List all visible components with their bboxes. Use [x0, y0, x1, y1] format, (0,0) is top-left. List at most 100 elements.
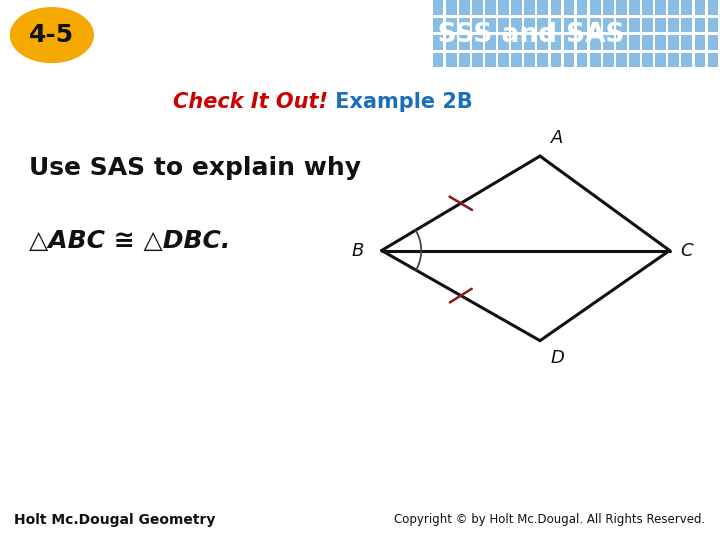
Bar	[511, 36, 522, 50]
Text: Copyright © by Holt Mc.Dougal. All Rights Reserved.: Copyright © by Holt Mc.Dougal. All Right…	[395, 513, 706, 526]
Text: Use SAS to explain why: Use SAS to explain why	[29, 156, 361, 180]
Bar	[629, 1, 640, 15]
Text: △ABC ≅ △DBC.: △ABC ≅ △DBC.	[29, 229, 230, 253]
Bar	[524, 36, 535, 50]
Bar	[590, 53, 600, 68]
Bar	[511, 1, 522, 15]
Bar	[577, 53, 588, 68]
Bar	[498, 18, 509, 32]
Bar	[616, 18, 626, 32]
Bar	[459, 18, 469, 32]
Bar	[498, 1, 509, 15]
Bar	[668, 36, 679, 50]
Bar	[695, 36, 706, 50]
Text: Triangle Congruence: SSS and SAS: Triangle Congruence: SSS and SAS	[112, 22, 624, 48]
Bar	[485, 53, 496, 68]
Bar	[551, 36, 562, 50]
Text: B: B	[351, 241, 364, 260]
Bar	[681, 1, 692, 15]
Bar	[655, 53, 666, 68]
Bar	[446, 36, 456, 50]
Bar	[603, 53, 613, 68]
Bar	[655, 18, 666, 32]
Bar	[708, 53, 719, 68]
Bar	[551, 1, 562, 15]
Bar	[642, 1, 653, 15]
Bar	[485, 18, 496, 32]
Bar	[472, 1, 482, 15]
Bar	[485, 1, 496, 15]
Bar	[577, 18, 588, 32]
Bar	[472, 18, 482, 32]
Bar	[629, 18, 640, 32]
Bar	[564, 36, 575, 50]
Bar	[551, 53, 562, 68]
Text: D: D	[551, 349, 564, 367]
Bar	[551, 18, 562, 32]
Bar	[459, 1, 469, 15]
Bar	[668, 18, 679, 32]
Bar	[590, 36, 600, 50]
Text: Example 2B: Example 2B	[328, 92, 472, 112]
Bar	[433, 36, 444, 50]
Bar	[472, 36, 482, 50]
Bar	[708, 36, 719, 50]
Text: A: A	[551, 130, 563, 147]
Bar	[668, 53, 679, 68]
Bar	[472, 53, 482, 68]
Bar	[642, 53, 653, 68]
Bar	[681, 53, 692, 68]
Bar	[629, 53, 640, 68]
Bar	[708, 18, 719, 32]
Text: Check It Out!: Check It Out!	[173, 92, 328, 112]
Bar	[498, 53, 509, 68]
Text: Holt Mc.Dougal Geometry: Holt Mc.Dougal Geometry	[14, 513, 216, 526]
Bar	[524, 53, 535, 68]
Bar	[537, 53, 548, 68]
Bar	[446, 18, 456, 32]
Bar	[498, 36, 509, 50]
Bar	[668, 1, 679, 15]
Bar	[577, 1, 588, 15]
Bar	[681, 36, 692, 50]
Bar	[564, 1, 575, 15]
Bar	[446, 53, 456, 68]
Bar	[433, 1, 444, 15]
Bar	[708, 1, 719, 15]
Bar	[655, 1, 666, 15]
Bar	[603, 18, 613, 32]
Ellipse shape	[10, 8, 94, 63]
Bar	[446, 1, 456, 15]
Bar	[695, 53, 706, 68]
Bar	[459, 36, 469, 50]
Bar	[459, 53, 469, 68]
Bar	[577, 36, 588, 50]
Bar	[590, 1, 600, 15]
Bar	[616, 36, 626, 50]
Bar	[537, 36, 548, 50]
Bar	[433, 53, 444, 68]
Text: C: C	[680, 241, 693, 260]
Bar	[642, 36, 653, 50]
Bar	[564, 53, 575, 68]
Bar	[590, 18, 600, 32]
Bar	[537, 1, 548, 15]
Bar	[642, 18, 653, 32]
Bar	[655, 36, 666, 50]
Bar	[433, 18, 444, 32]
Bar	[616, 1, 626, 15]
Bar	[485, 36, 496, 50]
Bar	[603, 36, 613, 50]
Bar	[603, 1, 613, 15]
Bar	[695, 18, 706, 32]
Bar	[511, 53, 522, 68]
Bar	[511, 18, 522, 32]
Bar	[695, 1, 706, 15]
Bar	[524, 1, 535, 15]
Text: 4-5: 4-5	[30, 23, 74, 47]
Bar	[681, 18, 692, 32]
Bar	[537, 18, 548, 32]
Bar	[524, 18, 535, 32]
Bar	[616, 53, 626, 68]
Bar	[629, 36, 640, 50]
